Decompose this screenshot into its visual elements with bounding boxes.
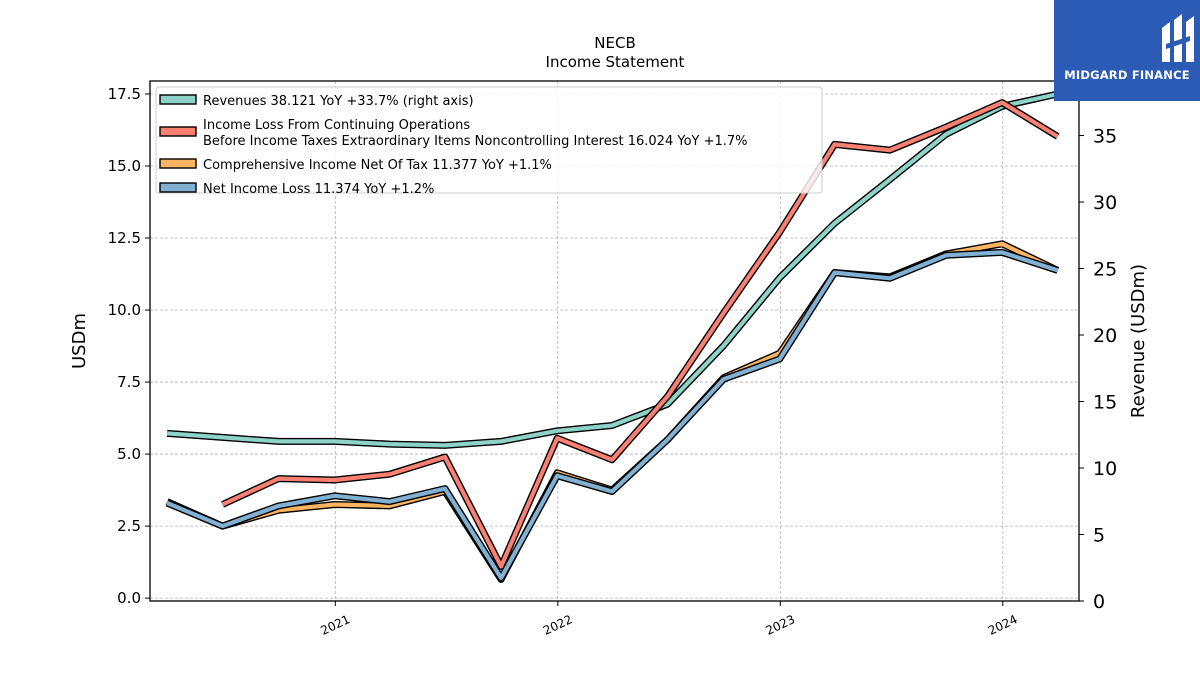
legend: Revenues 38.121 YoY +33.7% (right axis) I… bbox=[155, 86, 823, 197]
y-tick-label-left: 2.5 bbox=[117, 517, 141, 535]
axes: 0.0 2.5 5.0 7.5 10.0 12.5 15.0 17.5 0 5 10 15 20 25 30… bbox=[108, 85, 1118, 638]
legend-box bbox=[155, 86, 823, 194]
series-lines bbox=[165, 90, 1060, 583]
legend-swatch bbox=[159, 182, 197, 193]
legend-entry-line: Comprehensive Income Net Of Tax 11.377 Y… bbox=[203, 158, 552, 173]
legend-swatch bbox=[159, 94, 197, 105]
y-tick-label-left: 12.5 bbox=[108, 229, 141, 247]
legend-swatch bbox=[159, 126, 197, 137]
series-line-net-income-loss bbox=[166, 250, 1059, 581]
y-tick-label-left: 5.0 bbox=[117, 445, 141, 463]
y-tick-label-left: 10.0 bbox=[108, 301, 141, 319]
midgard-logo-icon bbox=[1162, 14, 1194, 62]
y-tick-label-right: 0 bbox=[1093, 591, 1105, 613]
y-tick-label-right: 20 bbox=[1093, 325, 1117, 347]
plot-frame bbox=[149, 80, 1080, 602]
y-tick-label-right: 25 bbox=[1093, 259, 1117, 281]
y-tick-label-right: 15 bbox=[1093, 392, 1117, 414]
series-line-comprehensive-income-net-of-tax bbox=[166, 241, 1059, 582]
logo-text: MIDGARD FINANCE bbox=[1064, 68, 1190, 82]
y-tick-label-left: 0.0 bbox=[117, 589, 141, 607]
legend-swatch bbox=[159, 158, 197, 169]
series-line-income-loss-from-continuing-operations-b bbox=[221, 100, 1059, 569]
y-axis-label-right: Revenue (USDm) bbox=[1128, 264, 1149, 418]
y-tick-label-left: 7.5 bbox=[117, 373, 141, 391]
y-tick-label-left: 17.5 bbox=[108, 85, 141, 103]
x-tick-label: 2022 bbox=[541, 612, 575, 638]
legend-entry: Comprehensive Income Net Of Tax 11.377 Y… bbox=[203, 158, 552, 173]
x-tick-label: 2024 bbox=[986, 612, 1020, 638]
y-tick-label-right: 35 bbox=[1093, 126, 1117, 148]
x-tick-label: 2023 bbox=[764, 612, 798, 638]
y-tick-label-right: 10 bbox=[1093, 458, 1117, 480]
chart-title: NECB bbox=[594, 34, 635, 52]
brand-logo: MIDGARD FINANCE bbox=[1054, 0, 1200, 101]
series-outline-net-income-loss bbox=[165, 248, 1059, 582]
series-outline-comprehensive-income-net-of-tax bbox=[165, 240, 1060, 583]
legend-entry: Income Loss From Continuing Operations Be… bbox=[203, 118, 748, 149]
y-tick-label-left: 15.0 bbox=[108, 157, 141, 175]
chart-subtitle: Income Statement bbox=[546, 53, 685, 71]
legend-entry-line: Before Income Taxes Extraordinary Items … bbox=[203, 134, 748, 149]
x-tick-label: 2021 bbox=[319, 612, 353, 638]
y-tick-label-right: 30 bbox=[1093, 192, 1117, 214]
legend-entry-line: Net Income Loss 11.374 YoY +1.2% bbox=[203, 182, 434, 197]
legend-entry: Net Income Loss 11.374 YoY +1.2% bbox=[203, 182, 434, 197]
legend-entry-line: Revenues 38.121 YoY +33.7% (right axis) bbox=[203, 94, 474, 109]
y-tick-label-right: 5 bbox=[1093, 525, 1105, 547]
y-axis-label-left: USDm bbox=[69, 313, 90, 369]
legend-entry-line: Income Loss From Continuing Operations bbox=[203, 118, 470, 133]
series-line-revenues bbox=[166, 91, 1059, 448]
legend-entry: Revenues 38.121 YoY +33.7% (right axis) bbox=[203, 94, 474, 109]
